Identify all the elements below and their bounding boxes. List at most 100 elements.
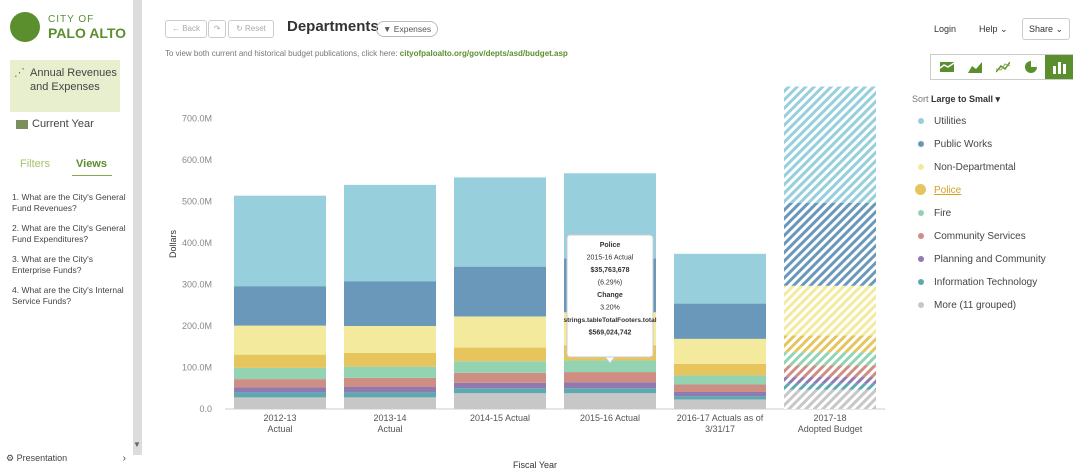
bar-segment[interactable] (454, 372, 546, 383)
back-button[interactable]: ← Back (165, 20, 207, 38)
filter-chip[interactable]: ▼ Expenses (376, 21, 439, 37)
bar-segment[interactable] (454, 316, 546, 348)
bar-segment[interactable] (674, 303, 766, 339)
view-item-4[interactable]: 4. What are the City's Internal Service … (12, 285, 124, 306)
legend-item[interactable]: Public Works (912, 137, 1072, 160)
city-logo[interactable]: CITY OF PALO ALTO (10, 12, 130, 46)
bar-segment[interactable] (344, 377, 436, 388)
bar-segment[interactable] (344, 397, 436, 409)
y-tick-label: 600.0M (182, 155, 212, 165)
bar-chart-button[interactable] (1045, 55, 1073, 79)
legend-item[interactable]: Information Technology (912, 275, 1072, 298)
stacked-area-chart-button[interactable] (933, 55, 961, 79)
bar-segment[interactable] (454, 393, 546, 409)
legend-swatch (918, 141, 924, 147)
y-tick-label: 0.0 (199, 404, 212, 414)
bar-segment[interactable] (344, 392, 436, 398)
help-menu[interactable]: Help ⌄ (979, 24, 1008, 34)
bar-segment[interactable] (784, 86, 876, 203)
bar-segment[interactable] (784, 383, 876, 390)
line-chart-button[interactable] (989, 55, 1017, 79)
legend-label: Community Services (934, 231, 1026, 242)
view-item-3[interactable]: 3. What are the City's Enterprise Funds? (12, 254, 93, 275)
bar-segment[interactable] (454, 382, 546, 389)
legend-item[interactable]: Community Services (912, 229, 1072, 252)
reset-button[interactable]: ↻ Reset (228, 20, 274, 38)
bar-segment[interactable] (674, 384, 766, 392)
bar-segment[interactable] (344, 366, 436, 378)
bar-segment[interactable] (234, 397, 326, 409)
area-chart-button[interactable] (961, 55, 989, 79)
bar-segment[interactable] (564, 388, 656, 394)
bar-segment[interactable] (784, 202, 876, 286)
legend-item[interactable]: Planning and Community (912, 252, 1072, 275)
legend-item[interactable]: Utilities (912, 114, 1072, 137)
bar-segment[interactable] (454, 361, 546, 373)
view-item-1[interactable]: 1. What are the City's General Fund Reve… (12, 192, 126, 213)
bar-segment[interactable] (784, 352, 876, 366)
budget-link[interactable]: cityofpaloalto.org/gov/depts/asd/budget.… (399, 49, 568, 58)
bar-segment[interactable] (674, 375, 766, 385)
bar-segment[interactable] (234, 367, 326, 380)
sidebar-scrollbar[interactable] (133, 0, 142, 455)
bar-segment[interactable] (784, 377, 876, 384)
bar-segment[interactable] (674, 253, 766, 304)
bar-segment[interactable] (234, 325, 326, 355)
bar-segment[interactable] (564, 372, 656, 383)
bar-segment[interactable] (344, 352, 436, 367)
view-item-2[interactable]: 2. What are the City's General Fund Expe… (12, 223, 126, 244)
bar-segment[interactable] (234, 379, 326, 388)
bar-segment[interactable] (234, 286, 326, 326)
bar-segment[interactable] (784, 285, 876, 336)
bar-segment[interactable] (564, 393, 656, 409)
x-tick-label: 2015-16 Actual (580, 413, 640, 423)
x-tick-label: Actual (377, 424, 402, 434)
bar-segment[interactable] (344, 387, 436, 393)
legend-swatch (918, 279, 924, 285)
sort-control[interactable]: Sort Large to Small ▾ (912, 94, 1000, 105)
y-tick-label: 300.0M (182, 280, 212, 290)
login-link[interactable]: Login (934, 24, 957, 34)
bar-segment[interactable] (674, 396, 766, 400)
nav-current-year[interactable]: Current Year (16, 118, 94, 130)
bar-segment[interactable] (234, 392, 326, 398)
bar-segment[interactable] (234, 195, 326, 287)
bar-segment[interactable] (674, 399, 766, 409)
bar-segment[interactable] (234, 354, 326, 368)
legend-item[interactable]: Fire (912, 206, 1072, 229)
bar-segment[interactable] (344, 326, 436, 353)
tab-filters[interactable]: Filters (20, 158, 50, 170)
redo-button[interactable]: ↷ (208, 20, 226, 38)
legend-item[interactable]: Non-Departmental (912, 160, 1072, 183)
bar-segment[interactable] (674, 338, 766, 364)
tooltip-change: 3.20% (600, 305, 620, 312)
bar-segment[interactable] (784, 335, 876, 353)
tab-views[interactable]: Views (76, 158, 107, 170)
chart-type-selector (930, 54, 1073, 80)
bar-segment[interactable] (344, 281, 436, 326)
y-tick-label: 500.0M (182, 197, 212, 207)
share-button[interactable]: Share ⌄ (1022, 18, 1070, 40)
bar-segment[interactable] (784, 365, 876, 378)
bar-segment[interactable] (454, 347, 546, 362)
bar-chart-icon (1053, 62, 1066, 74)
bar-segment[interactable] (784, 389, 876, 409)
nav-annual-revenues[interactable]: ⋰ Annual Revenues and Expenses (10, 60, 120, 112)
legend-item[interactable]: Police (912, 183, 1072, 206)
bar-segment[interactable] (674, 391, 766, 397)
tab-underline (72, 175, 112, 176)
bar-segment[interactable] (454, 266, 546, 317)
pie-chart-icon (1025, 61, 1037, 73)
pie-chart-button[interactable] (1017, 55, 1045, 79)
bar-segment[interactable] (564, 360, 656, 373)
presentation-button[interactable]: ⚙ Presentation › (6, 453, 130, 468)
bar-segment[interactable] (564, 382, 656, 389)
bar-segment[interactable] (674, 363, 766, 376)
legend-item[interactable]: More (11 grouped) (912, 298, 1072, 321)
bar-segment[interactable] (344, 184, 436, 282)
x-axis-label: Fiscal Year (513, 460, 557, 470)
bar-segment[interactable] (454, 177, 546, 267)
bar-segment[interactable] (234, 387, 326, 393)
bar-segment[interactable] (454, 388, 546, 394)
scroll-down-icon[interactable]: ▼ (133, 440, 141, 449)
